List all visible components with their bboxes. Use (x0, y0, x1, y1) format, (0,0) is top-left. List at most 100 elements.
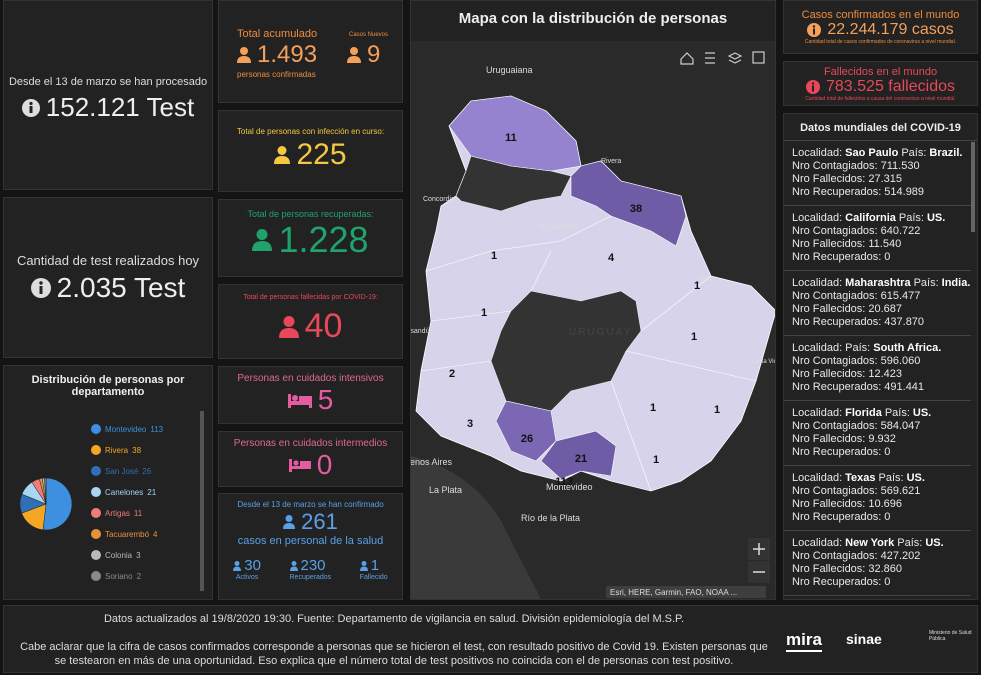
contagiados: 615.477 (880, 290, 921, 302)
world-list[interactable]: Localidad: Sao Paulo País: Brazil. Nro Conta… (784, 141, 971, 599)
field-label: Nro Fallecidos: (792, 498, 866, 510)
value: 5 (317, 384, 334, 415)
value: 1.493 (257, 41, 318, 68)
list-title: Datos mundiales del COVID-19 (784, 114, 977, 141)
field-label: Localidad: (792, 277, 843, 289)
legend-button[interactable] (705, 52, 715, 64)
field-label: Nro Fallecidos: (792, 433, 866, 445)
field-label: País: (898, 212, 924, 224)
person-icon (237, 47, 251, 63)
logo-msp: Ministerio de Salud Pública (929, 630, 972, 642)
field-label: Nro Contagiados: (792, 355, 878, 367)
recuperados: 0 (884, 576, 891, 588)
legend-value: 11 (134, 509, 143, 518)
scrollbar[interactable] (971, 142, 975, 232)
field-label: Localidad: (792, 472, 843, 484)
place-label: Rivera (601, 158, 621, 165)
entry-recuperados: Nro Recuperados: 0 (792, 576, 963, 589)
person-icon (278, 315, 299, 338)
entry-fallecidos: Nro Fallecidos: 32.860 (792, 563, 963, 576)
bed-icon (287, 394, 312, 408)
field-label: Nro Contagiados: (792, 420, 878, 432)
field-label: Localidad: (792, 537, 843, 549)
field-label: Nro Recuperados: (792, 576, 882, 588)
world-list-panel: Datos mundiales del COVID-19 Localidad: S… (783, 113, 978, 600)
person-icon (359, 560, 368, 571)
entry-contagiados: Nro Contagiados: 640.722 (792, 225, 963, 238)
place-label: Santa Victoria do Palmar (751, 359, 775, 365)
contagiados: 569.621 (880, 485, 921, 497)
field-label: País: (901, 147, 927, 159)
part-row: 1 (359, 557, 388, 574)
legend-swatch (91, 571, 101, 581)
clarification: Cabe aclarar que la cifra de casos confi… (20, 641, 768, 667)
fallecidos: 27.315 (868, 173, 903, 185)
fallecidos: 12.423 (868, 368, 903, 380)
entry-place: Localidad: Florida País: US. (792, 407, 963, 420)
entry-contagiados: Nro Contagiados: 569.621 (792, 485, 963, 498)
info-icon (807, 23, 822, 37)
world-entry[interactable]: Localidad: California País: US. Nro Contagia… (784, 206, 971, 271)
fallecidos: 32.860 (868, 563, 903, 575)
field-label: País: (913, 277, 939, 289)
recuperados: 437.870 (884, 316, 925, 328)
legend-value: 113 (150, 425, 163, 434)
fallecidos: 20.687 (868, 303, 903, 315)
value: 22.244.179 casos (827, 21, 954, 38)
entry-fallecidos: Nro Fallecidos: 27.315 (792, 173, 963, 186)
entry-place: Localidad: Maharashtra País: India. (792, 277, 970, 290)
pais: US. (925, 537, 944, 549)
value: 225 (296, 138, 347, 171)
person-icon (233, 560, 242, 571)
pais: Brazil. (929, 147, 963, 159)
home-button[interactable] (680, 52, 694, 65)
entry-contagiados: Nro Contagiados: 584.047 (792, 420, 963, 433)
field-label: Nro Recuperados: (792, 381, 882, 393)
department-count: 1 (691, 331, 697, 343)
world-entry[interactable]: Localidad: Texas País: US. Nro Contagiados: 5… (784, 466, 971, 531)
world-entry[interactable]: Localidad:País:Iran.Nro Contagiados:350.… (784, 596, 971, 599)
legend-value: 26 (142, 467, 151, 476)
localidad: Texas (845, 472, 876, 484)
contagiados: 584.047 (880, 420, 921, 432)
world-entry[interactable]: Localidad: País: South Africa. Nro Contagia… (784, 336, 971, 401)
layers-button[interactable] (727, 52, 743, 64)
field-label: Nro Recuperados: (792, 251, 882, 263)
part-label: Recuperados (289, 574, 332, 581)
label: Personas en cuidados intensivos (237, 373, 384, 384)
localidad: Sao Paulo (845, 147, 899, 159)
field-label: Nro Contagiados: (792, 290, 878, 302)
world-deaths-panel: Fallecidos en el mundo 783.525 fallecido… (783, 61, 978, 106)
part-value: 1 (370, 557, 380, 574)
tests-today-panel: Cantidad de test realizados hoy 2.035 Te… (3, 197, 213, 358)
person-icon (283, 515, 296, 529)
world-entry[interactable]: Localidad: New York País: US. Nro Contagiado… (784, 531, 971, 596)
place-label: Tacuarembó (539, 224, 578, 231)
entry-place: Localidad: New York País: US. (792, 537, 963, 550)
legend-value: 4 (153, 530, 158, 539)
legend-label: Artigas 11 (105, 509, 143, 518)
label: Desde el 13 de marzo se han confirmado (237, 500, 384, 509)
pais: US. (906, 472, 925, 484)
world-entry[interactable]: Localidad: Florida País: US. Nro Contagiados… (784, 401, 971, 466)
part-label: Activos (235, 574, 259, 581)
legend-swatch (91, 445, 101, 455)
legend-swatch (91, 529, 101, 539)
map-panel: Mapa con la distribución de personas Urug… (399, 0, 817, 600)
department-count: 1 (653, 454, 659, 466)
field-label: Nro Contagiados: (792, 550, 878, 562)
localidad: Florida (845, 407, 882, 419)
recuperados: 0 (884, 446, 891, 458)
legend-swatch (91, 508, 101, 518)
distribution-panel: Distribución de personas por departament… (3, 365, 213, 600)
map-title: Mapa con la distribución de personas (459, 10, 727, 27)
world-entry[interactable]: Localidad: Sao Paulo País: Brazil. Nro Conta… (784, 141, 971, 206)
legend-value: 21 (147, 488, 156, 497)
field-label: Nro Recuperados: (792, 186, 882, 198)
world-entry[interactable]: Localidad: Maharashtra País: India. Nro Cont… (784, 271, 971, 336)
department-count: 4 (608, 252, 615, 264)
part-value: 230 (300, 557, 326, 574)
basemap-button[interactable] (752, 51, 765, 64)
update-note: Datos actualizados al 19/8/2020 19:30. F… (103, 613, 685, 625)
legend-value: 3 (136, 551, 141, 560)
